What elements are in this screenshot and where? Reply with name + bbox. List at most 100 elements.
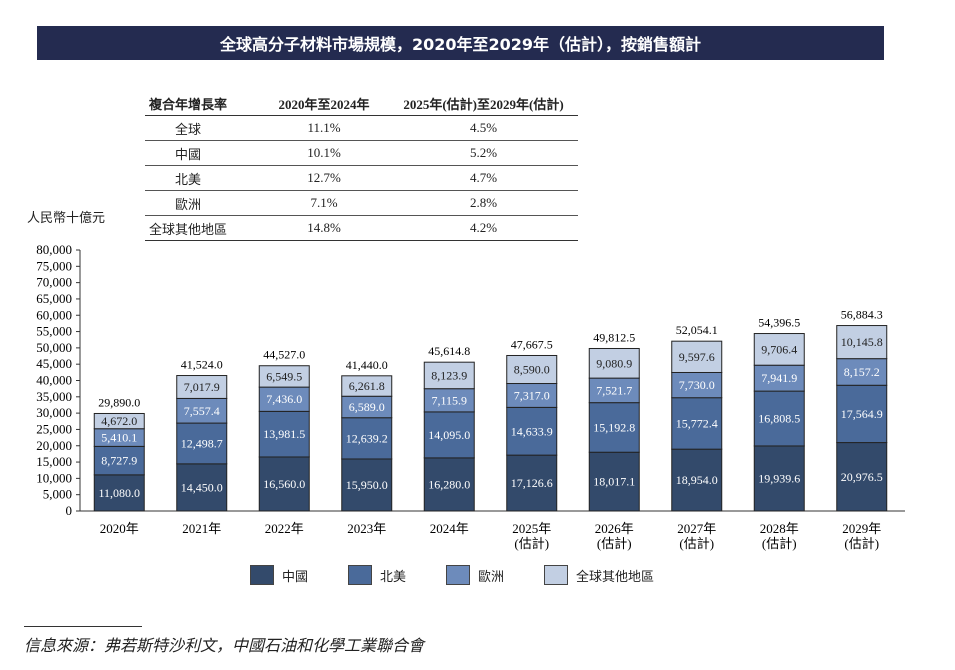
y-tick-label: 55,000 <box>36 324 72 339</box>
segment-value-label: 9,706.4 <box>761 342 797 356</box>
total-value-label: 41,524.0 <box>181 358 223 372</box>
segment-value-label: 10,145.8 <box>841 335 883 349</box>
x-tick-label: 2022年 <box>265 521 304 536</box>
bar-segment <box>753 445 805 512</box>
bar-segment <box>506 406 558 456</box>
segment-value-label: 12,639.2 <box>346 431 388 445</box>
segment-value-label: 15,192.8 <box>593 420 635 434</box>
legend-item: 中國 <box>250 565 308 585</box>
bar-segment <box>588 451 640 512</box>
segment-value-label: 8,157.2 <box>844 365 880 379</box>
total-value-label: 47,667.5 <box>511 337 553 351</box>
legend-label: 全球其他地區 <box>576 569 655 585</box>
y-tick-label: 0 <box>66 503 73 518</box>
y-tick-label: 50,000 <box>36 340 72 355</box>
x-tick-label: 2024年 <box>430 521 469 536</box>
bar-segment <box>671 448 723 512</box>
legend-swatch <box>348 565 373 585</box>
cagr-header: 複合年增長率 <box>145 92 259 116</box>
bar-segment <box>341 375 393 397</box>
source-divider <box>24 626 142 627</box>
bar-segment <box>753 333 805 366</box>
legend-swatch <box>446 565 471 585</box>
bar-segment <box>176 463 228 512</box>
cagr-cell-p1: 11.1% <box>259 115 389 141</box>
legend-swatch <box>544 565 569 585</box>
x-tick-label: 2029年 <box>842 521 881 536</box>
segment-value-label: 18,954.0 <box>676 473 718 487</box>
segment-value-label: 17,564.9 <box>841 407 883 421</box>
y-tick-label: 25,000 <box>36 421 72 436</box>
segment-value-label: 9,080.9 <box>596 356 632 370</box>
segment-value-label: 17,126.6 <box>511 476 553 490</box>
cagr-cell-region: 全球 <box>145 115 259 141</box>
segment-value-label: 14,450.0 <box>181 480 223 494</box>
cagr-table: 複合年增長率 2020年至2024年 2025年(估計)至2029年(估計) 全… <box>145 92 578 241</box>
x-tick-label: 2025年 <box>512 521 551 536</box>
segment-value-label: 7,115.9 <box>431 393 467 407</box>
legend-item: 全球其他地區 <box>544 565 654 585</box>
legend: 中國 北美 歐洲 全球其他地區 <box>250 565 654 585</box>
y-tick-label: 20,000 <box>36 438 72 453</box>
segment-value-label: 15,772.4 <box>676 416 718 430</box>
y-tick-label: 65,000 <box>36 291 72 306</box>
segment-value-label: 15,950.0 <box>346 478 388 492</box>
bar-segment <box>258 365 310 388</box>
cagr-header: 2020年至2024年 <box>259 92 389 116</box>
x-tick-label: (估計) <box>514 536 549 551</box>
segment-value-label: 8,123.9 <box>431 368 467 382</box>
y-tick-label: 45,000 <box>36 356 72 371</box>
bar-segment <box>753 364 805 392</box>
cagr-row: 中國 10.1% 5.2% <box>145 140 578 166</box>
y-axis-label: 人民幣十億元 <box>27 210 106 225</box>
segment-value-label: 14,633.9 <box>511 424 553 438</box>
total-value-label: 54,396.5 <box>758 316 800 330</box>
cagr-cell-p1: 7.1% <box>259 190 389 216</box>
bar-segment <box>836 384 888 444</box>
segment-value-label: 7,017.9 <box>184 380 220 394</box>
segment-value-label: 9,597.6 <box>679 350 715 364</box>
y-tick-label: 40,000 <box>36 373 72 388</box>
segment-value-label: 8,590.0 <box>514 362 550 376</box>
segment-value-label: 4,672.0 <box>101 414 137 428</box>
bar-segment <box>423 361 475 390</box>
cagr-cell-p1: 14.8% <box>259 215 389 241</box>
x-tick-label: (估計) <box>762 536 797 551</box>
bar-segment <box>588 347 640 379</box>
cagr-cell-region: 全球其他地區 <box>145 215 259 241</box>
cagr-cell-p1: 12.7% <box>259 165 389 191</box>
legend-label: 中國 <box>282 569 309 585</box>
segment-value-label: 6,549.5 <box>266 369 302 383</box>
segment-value-label: 18,017.1 <box>593 475 635 489</box>
cagr-cell-region: 中國 <box>145 140 259 166</box>
bar-segment <box>671 371 723 399</box>
x-tick-label: (估計) <box>844 536 879 551</box>
segment-value-label: 12,498.7 <box>181 436 223 450</box>
y-tick-label: 75,000 <box>36 258 72 273</box>
segment-value-label: 20,976.5 <box>841 470 883 484</box>
y-tick-label: 15,000 <box>36 454 72 469</box>
segment-value-label: 7,557.4 <box>184 404 220 418</box>
x-tick-label: (估計) <box>679 536 714 551</box>
bar-segment <box>836 325 888 360</box>
segment-value-label: 5,410.1 <box>101 431 137 445</box>
cagr-row: 全球 11.1% 4.5% <box>145 115 578 141</box>
source-note: 信息來源：弗若斯特沙利文，中國石油和化學工業聯合會 <box>24 638 425 655</box>
legend-swatch <box>250 565 274 585</box>
legend-label: 歐洲 <box>478 569 505 585</box>
bar-segment <box>423 411 475 459</box>
legend-item: 北美 <box>348 565 406 585</box>
segment-value-label: 7,436.0 <box>266 392 302 406</box>
chart-title: 全球高分子材料市場規模，2020年至2029年（估計），按銷售額計 <box>37 26 884 60</box>
segment-value-label: 7,730.0 <box>679 378 715 392</box>
total-value-label: 52,054.1 <box>676 323 718 337</box>
segment-value-label: 7,317.0 <box>514 388 550 402</box>
segment-value-label: 14,095.0 <box>428 428 470 442</box>
bar-segment <box>671 397 723 450</box>
bar-segment <box>836 442 888 512</box>
cagr-cell-region: 歐洲 <box>145 190 259 216</box>
x-tick-label: 2023年 <box>347 521 386 536</box>
x-tick-label: 2028年 <box>760 521 799 536</box>
bar-segment <box>671 340 723 373</box>
y-tick-label: 5,000 <box>43 487 72 502</box>
